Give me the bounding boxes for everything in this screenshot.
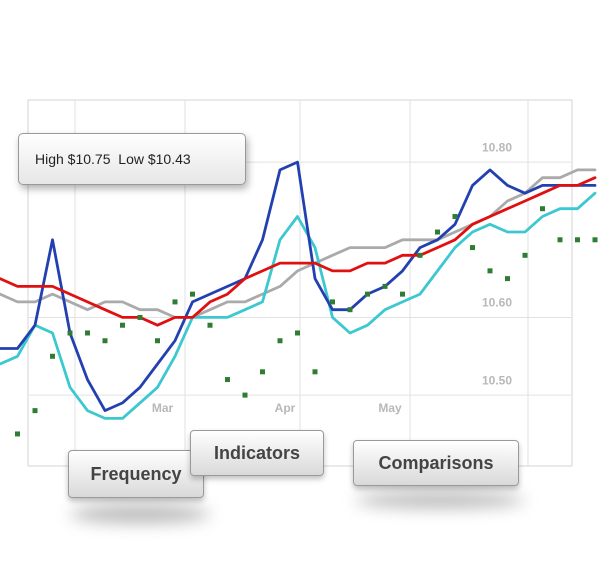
marker bbox=[120, 322, 125, 328]
series-line bbox=[0, 168, 597, 319]
marker bbox=[155, 338, 160, 344]
series-line bbox=[0, 176, 597, 327]
marker bbox=[32, 408, 38, 414]
indicators-button[interactable]: Indicators bbox=[190, 430, 324, 476]
y-tick-label: 10.60 bbox=[482, 296, 512, 310]
marker bbox=[295, 330, 300, 336]
marker bbox=[85, 330, 90, 336]
x-tick-label: May bbox=[378, 401, 402, 415]
marker bbox=[50, 353, 55, 359]
marker bbox=[347, 307, 353, 313]
frequency-button[interactable]: Frequency bbox=[68, 450, 204, 498]
marker bbox=[67, 330, 73, 336]
marker bbox=[505, 276, 510, 282]
marker bbox=[172, 299, 178, 305]
button-shadow bbox=[355, 492, 525, 508]
button-shadow bbox=[70, 505, 210, 523]
marker bbox=[575, 237, 580, 243]
marks: 10.50 10.60 10.80 Mar Apr May bbox=[0, 140, 598, 437]
marker bbox=[365, 291, 370, 297]
marker bbox=[522, 252, 528, 258]
marker bbox=[277, 338, 283, 344]
series-line bbox=[0, 191, 597, 420]
marker bbox=[557, 237, 563, 243]
tooltip: High $10.75 Low $10.43 bbox=[18, 133, 246, 185]
marker bbox=[225, 377, 230, 383]
marker bbox=[312, 369, 318, 375]
marker bbox=[400, 291, 405, 297]
marker bbox=[487, 268, 493, 274]
marker bbox=[417, 252, 423, 258]
y-tick-label: 10.80 bbox=[482, 140, 512, 154]
marker bbox=[435, 229, 440, 235]
marker bbox=[242, 392, 248, 398]
marker bbox=[452, 213, 458, 219]
comparisons-button[interactable]: Comparisons bbox=[353, 440, 519, 486]
marker bbox=[102, 338, 108, 344]
series-line bbox=[0, 160, 597, 412]
y-tick-label: 10.50 bbox=[482, 373, 512, 387]
marker bbox=[15, 431, 20, 437]
marker bbox=[330, 299, 335, 305]
marker bbox=[592, 237, 598, 243]
x-tick-label: Apr bbox=[275, 401, 296, 415]
x-tick-label: Mar bbox=[152, 401, 174, 415]
marker bbox=[382, 283, 388, 289]
marker bbox=[540, 206, 545, 212]
marker bbox=[190, 291, 195, 297]
marker bbox=[470, 245, 475, 251]
marker bbox=[260, 369, 265, 375]
marker bbox=[137, 314, 143, 320]
marker bbox=[207, 322, 213, 328]
